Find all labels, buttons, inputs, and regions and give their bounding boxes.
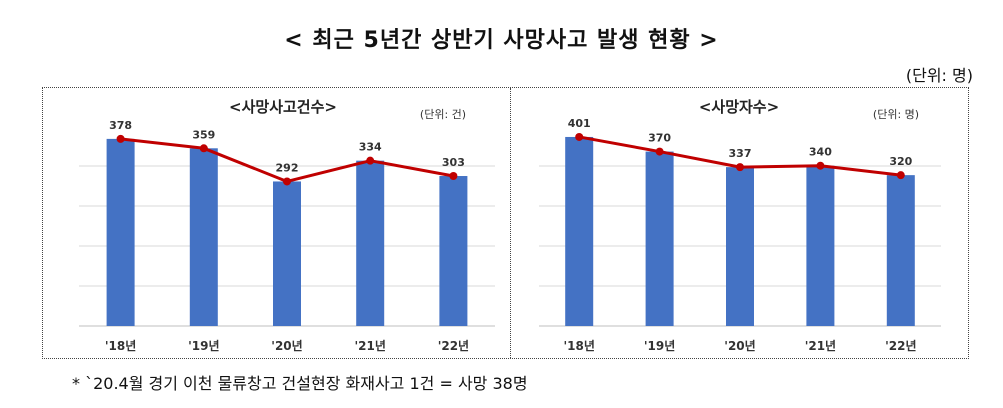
data-point <box>283 177 291 186</box>
chart-deaths: <사망자수> (단위: 명) 401 '18년 370 '19년 337 '20년 340 '21… <box>539 98 941 353</box>
x-tick-label: '19년 <box>188 339 219 353</box>
x-tick-label: '18년 <box>563 339 594 353</box>
bar <box>806 165 835 326</box>
data-point <box>896 171 905 180</box>
x-tick-label: '20년 <box>271 339 302 353</box>
data-label: 401 <box>568 117 591 130</box>
footnote: * `20.4월 경기 이천 물류창고 건설현장 화재사고 1건 = 사망 38… <box>72 374 528 393</box>
data-label: 292 <box>276 161 299 174</box>
data-label: 334 <box>359 141 382 154</box>
bar <box>356 160 385 326</box>
chart-accidents: <사망사고건수> (단위: 건) 378 '18년 359 '19년 292 '20년 334 '… <box>79 98 495 353</box>
data-point <box>199 144 208 153</box>
data-label: 320 <box>889 155 912 168</box>
x-tick-label: '20년 <box>724 339 755 353</box>
chart-title: <사망자수> <box>699 98 779 116</box>
chart-unit: (단위: 명) <box>873 108 919 121</box>
data-label: 303 <box>442 156 465 169</box>
bar <box>106 138 135 326</box>
unit-label: (단위: 명) <box>905 66 973 85</box>
data-label: 370 <box>648 132 671 145</box>
chart-title: <사망사고건수> <box>229 98 337 116</box>
data-point <box>575 132 584 141</box>
data-point <box>449 172 458 181</box>
bar <box>565 136 594 326</box>
bar <box>189 148 218 326</box>
page-title: < 최근 5년간 상반기 사망사고 발생 현황 > <box>284 28 719 53</box>
data-label: 340 <box>809 146 832 159</box>
bar <box>726 167 754 326</box>
chart-unit: (단위: 건) <box>420 108 466 121</box>
data-point <box>655 147 664 156</box>
data-point <box>736 163 744 172</box>
data-point <box>116 134 125 143</box>
data-point <box>366 156 375 165</box>
x-tick-label: '18년 <box>105 339 136 353</box>
charts-frame <box>42 87 969 359</box>
data-label: 378 <box>109 119 132 132</box>
x-tick-label: '22년 <box>438 339 469 353</box>
charts-divider <box>510 88 511 358</box>
data-point <box>816 161 825 170</box>
x-tick-label: '19년 <box>644 339 675 353</box>
series-line <box>120 137 454 183</box>
bar <box>273 181 301 326</box>
bar <box>439 176 468 326</box>
bar <box>886 175 915 326</box>
x-tick-label: '22년 <box>885 339 916 353</box>
bar <box>645 151 674 326</box>
data-label: 359 <box>192 128 215 141</box>
x-tick-label: '21년 <box>805 339 836 353</box>
data-label: 337 <box>729 147 752 160</box>
x-tick-label: '21년 <box>354 339 385 353</box>
